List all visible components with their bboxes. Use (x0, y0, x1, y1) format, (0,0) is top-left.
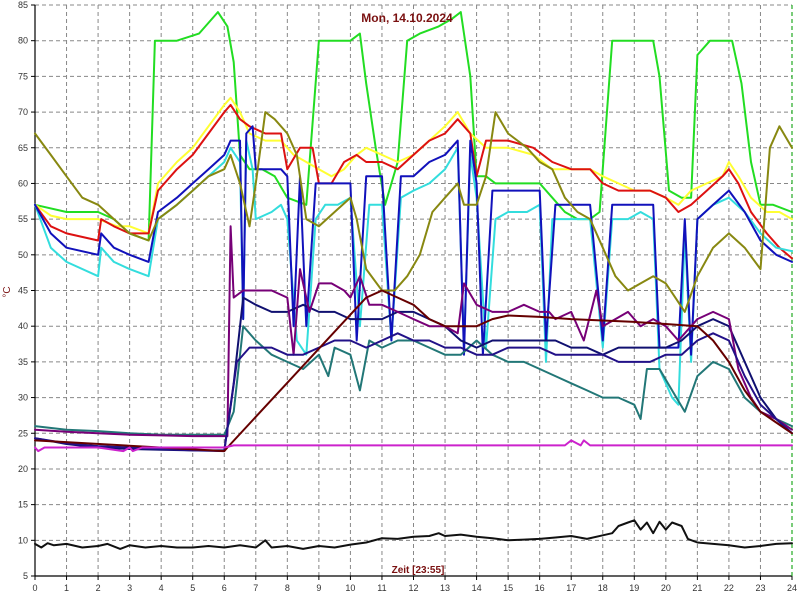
x-tick-label-4: 4 (159, 583, 164, 593)
x-tick-label-12: 12 (408, 583, 418, 593)
y-tick-label-70: 70 (18, 107, 28, 117)
x-tick-label-20: 20 (661, 583, 671, 593)
x-tick-label-18: 18 (598, 583, 608, 593)
y-tick-label-20: 20 (18, 464, 28, 474)
x-tick-label-2: 2 (96, 583, 101, 593)
series-line-11 (34, 289, 793, 453)
x-axis-label: Zeit [23:55] (392, 565, 445, 576)
x-tick-label-19: 19 (629, 583, 639, 593)
x-tick-label-8: 8 (285, 583, 290, 593)
grid-lines (35, 4, 792, 576)
series-line-6 (34, 111, 793, 313)
series-line-13 (34, 519, 793, 550)
y-tick-label-30: 30 (18, 393, 28, 403)
y-tick-label-5: 5 (23, 571, 28, 581)
series-line-12 (34, 439, 793, 453)
x-tick-label-7: 7 (253, 583, 258, 593)
y-tick-label-25: 25 (18, 428, 28, 438)
y-tick-label-10: 10 (18, 535, 28, 545)
x-tick-label-21: 21 (692, 583, 702, 593)
y-tick-label-50: 50 (18, 250, 28, 260)
data-series (34, 11, 793, 550)
x-tick-label-11: 11 (377, 583, 386, 593)
series-line-3 (34, 103, 793, 260)
x-tick-label-22: 22 (724, 583, 734, 593)
y-tick-label-15: 15 (18, 500, 28, 510)
series-line-9 (34, 225, 793, 438)
x-tick-label-13: 13 (440, 583, 450, 593)
y-tick-label-80: 80 (18, 36, 28, 46)
x-tick-label-10: 10 (345, 583, 355, 593)
series-line-7 (34, 325, 793, 436)
y-tick-label-85: 85 (18, 0, 28, 10)
x-tick-label-14: 14 (472, 583, 482, 593)
x-tick-label-17: 17 (566, 583, 576, 593)
y-tick-label-75: 75 (18, 71, 28, 81)
series-line-10 (34, 332, 793, 453)
y-tick-label-65: 65 (18, 143, 28, 153)
tick-labels: 0 1 2 3 4 5 6 7 8 9 10 11 12 13 14 15 16 17 18 19 20 21 22 23 24… (18, 0, 797, 593)
x-tick-label-23: 23 (755, 583, 765, 593)
x-tick-label-24: 24 (787, 583, 797, 593)
x-tick-label-3: 3 (127, 583, 132, 593)
y-tick-label-55: 55 (18, 214, 28, 224)
x-tick-label-5: 5 (190, 583, 195, 593)
chart-title: Mon, 14.10.2024 (361, 11, 453, 25)
y-tick-label-35: 35 (18, 357, 28, 367)
x-tick-label-9: 9 (316, 583, 321, 593)
x-tick-label-16: 16 (535, 583, 545, 593)
y-tick-label-60: 60 (18, 178, 28, 188)
y-axis-label: °C (2, 286, 13, 297)
series-line-2 (34, 96, 793, 235)
y-tick-label-45: 45 (18, 286, 28, 296)
y-tick-label-40: 40 (18, 321, 28, 331)
x-tick-label-6: 6 (222, 583, 227, 593)
x-tick-label-1: 1 (64, 583, 69, 593)
x-tick-label-0: 0 (32, 583, 37, 593)
x-tick-label-15: 15 (503, 583, 513, 593)
